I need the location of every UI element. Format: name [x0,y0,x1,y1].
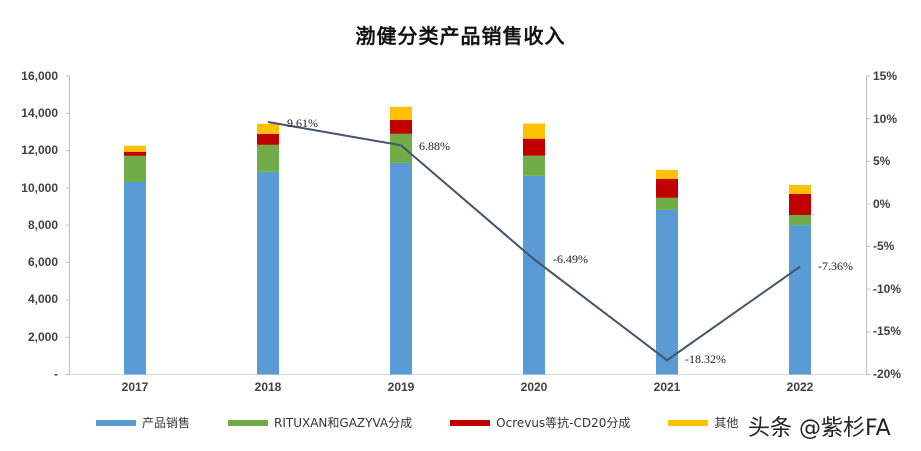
bar-segment [124,151,146,156]
left-axis-tick: 12,000 [21,143,58,157]
bar-segment [523,138,545,156]
bar-segment [789,214,811,226]
chart-title: 渤健分类产品销售收入 [355,24,566,48]
right-axis-tick: 15% [873,69,898,83]
bar-segment [390,133,412,163]
legend-label: Ocrevus等抗-CD20分成 [496,416,631,430]
left-axis-tick: 14,000 [21,106,58,120]
legend-swatch-icon [668,419,709,426]
bar-segment [789,225,811,375]
legend-label: 其他 [714,416,739,430]
legend-swatch-icon [450,419,491,426]
growth-rate-line [267,121,801,362]
legend-item-other: 其他 [668,414,738,431]
x-axis-label: 2022 [786,380,814,394]
data-label-2022: -7.36% [818,259,853,273]
bar-segment [656,169,678,179]
left-axis-tick: 4,000 [27,292,58,306]
bar-segment [523,155,545,176]
data-label-2020: -6.49% [553,252,588,266]
bar-segment [656,178,678,198]
left-axis-tick: 8,000 [27,218,58,232]
bar-segment [656,197,678,210]
bar-segment [789,184,811,194]
watermark: 头条 @紫杉FA [748,416,891,441]
legend-item-ocrevus: Ocrevus等抗-CD20分成 [450,414,630,431]
stacked-bars [124,106,811,375]
x-axis-label: 2021 [653,380,681,394]
right-axis-tick: -10% [873,282,902,296]
right-axis-tick: -5% [873,239,895,253]
right-axis-tick: -20% [873,367,902,381]
left-axis-tick: 16,000 [21,69,58,83]
right-axis-tick: -15% [873,324,902,338]
bar-segment [124,181,146,375]
right-axis-tick: 10% [873,112,898,126]
legend-item-rituxan-gazyva: RITUXAN和GAZYVA分成 [228,414,412,431]
bar-segment [257,171,279,375]
data-label-2018: 9.61% [287,116,318,130]
bar-segment [523,123,545,139]
x-axis-label: 2020 [520,380,548,394]
bar-segment [390,162,412,375]
bar-segment [257,144,279,172]
left-axis-tick: 6,000 [27,255,58,269]
left-axis-tick: 2,000 [27,330,58,344]
legend-label: RITUXAN和GAZYVA分成 [274,416,413,430]
legend: 产品销售 RITUXAN和GAZYVA分成 Ocrevus等抗-CD20分成 其… [96,414,776,431]
data-label-2021: -18.32% [685,352,726,366]
bar-segment [390,119,412,134]
x-axis-label: 2017 [121,380,149,394]
axis-ticks [66,75,870,375]
legend-swatch-icon [228,419,269,426]
bar-segment [656,209,678,375]
bar-segment [523,175,545,375]
x-axis-label: 2018 [254,380,282,394]
bar-segment [789,193,811,215]
bar-segment [124,145,146,152]
bar-segment [124,155,146,182]
left-axis-tick: 10,000 [21,181,58,195]
x-axis-label: 2019 [387,380,415,394]
legend-label: 产品销售 [142,416,191,430]
legend-item-product-sales: 产品销售 [96,414,190,431]
data-label-2019: 6.88% [419,139,450,153]
bar-segment [390,106,412,120]
right-axis-tick: 0% [873,197,891,211]
legend-swatch-icon [96,419,136,426]
bar-segment [257,133,279,145]
left-axis-tick: - [54,367,58,381]
bar-segment [257,123,279,134]
right-axis-tick: 5% [873,154,891,168]
